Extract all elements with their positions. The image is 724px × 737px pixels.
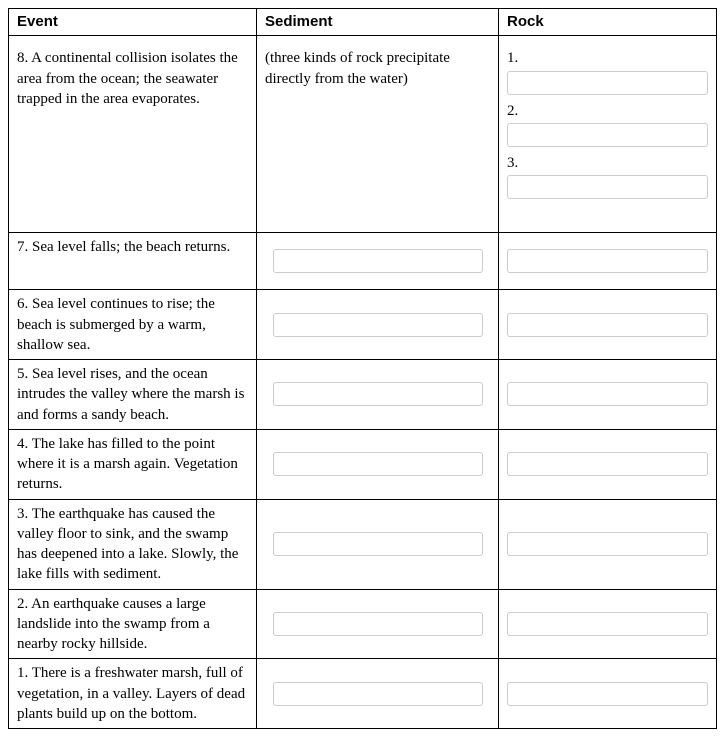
sediment-input[interactable] [273,612,483,636]
header-sediment: Sediment [257,9,499,36]
event-cell: 5. Sea level rises, and the ocean intrud… [9,360,257,430]
rock-input[interactable] [507,313,708,337]
header-rock: Rock [499,9,717,36]
table-row: 5. Sea level rises, and the ocean intrud… [9,360,717,430]
event-cell: 1. There is a freshwater marsh, full of … [9,659,257,729]
sediment-cell [257,233,499,290]
table-row: 4. The lake has filled to the point wher… [9,429,717,499]
rock-cell [499,499,717,589]
rock-input[interactable] [507,382,708,406]
sediment-input[interactable] [273,382,483,406]
rock-label-2: 2. [507,101,708,121]
sediment-cell [257,589,499,659]
sediment-cell [257,499,499,589]
rock-input-1[interactable] [507,71,708,95]
event-cell: 7. Sea level falls; the beach returns. [9,233,257,290]
rock-cell [499,233,717,290]
event-cell: 4. The lake has filled to the point wher… [9,429,257,499]
event-cell: 2. An earthquake causes a large landslid… [9,589,257,659]
sediment-input[interactable] [273,313,483,337]
event-cell: 6. Sea level continues to rise; the beac… [9,290,257,360]
sediment-cell [257,659,499,729]
sediment-input[interactable] [273,532,483,556]
rock-input[interactable] [507,612,708,636]
rock-input[interactable] [507,532,708,556]
worksheet-table: Event Sediment Rock 8. A continental col… [8,8,717,729]
rock-cell [499,429,717,499]
rock-input-2[interactable] [507,123,708,147]
event-cell: 8. A continental collision isolates the … [9,36,257,233]
sediment-input[interactable] [273,682,483,706]
sediment-cell [257,360,499,430]
sediment-input[interactable] [273,249,483,273]
rock-label-3: 3. [507,153,708,173]
sediment-input[interactable] [273,452,483,476]
rock-cell [499,589,717,659]
rock-cell [499,659,717,729]
event-cell: 3. The earthquake has caused the valley … [9,499,257,589]
table-row: 8. A continental collision isolates the … [9,36,717,233]
sediment-note: (three kinds of rock precipitate directl… [257,36,499,233]
rock-label-1: 1. [507,48,708,68]
rock-cell [499,290,717,360]
table-row: 7. Sea level falls; the beach returns. [9,233,717,290]
header-event: Event [9,9,257,36]
rock-input[interactable] [507,452,708,476]
rock-cell-multi: 1. 2. 3. [499,36,717,233]
rock-input[interactable] [507,682,708,706]
header-row: Event Sediment Rock [9,9,717,36]
sediment-cell [257,429,499,499]
table-row: 6. Sea level continues to rise; the beac… [9,290,717,360]
table-row: 2. An earthquake causes a large landslid… [9,589,717,659]
table-row: 3. The earthquake has caused the valley … [9,499,717,589]
rock-cell [499,360,717,430]
table-row: 1. There is a freshwater marsh, full of … [9,659,717,729]
sediment-cell [257,290,499,360]
rock-input[interactable] [507,249,708,273]
rock-input-3[interactable] [507,175,708,199]
